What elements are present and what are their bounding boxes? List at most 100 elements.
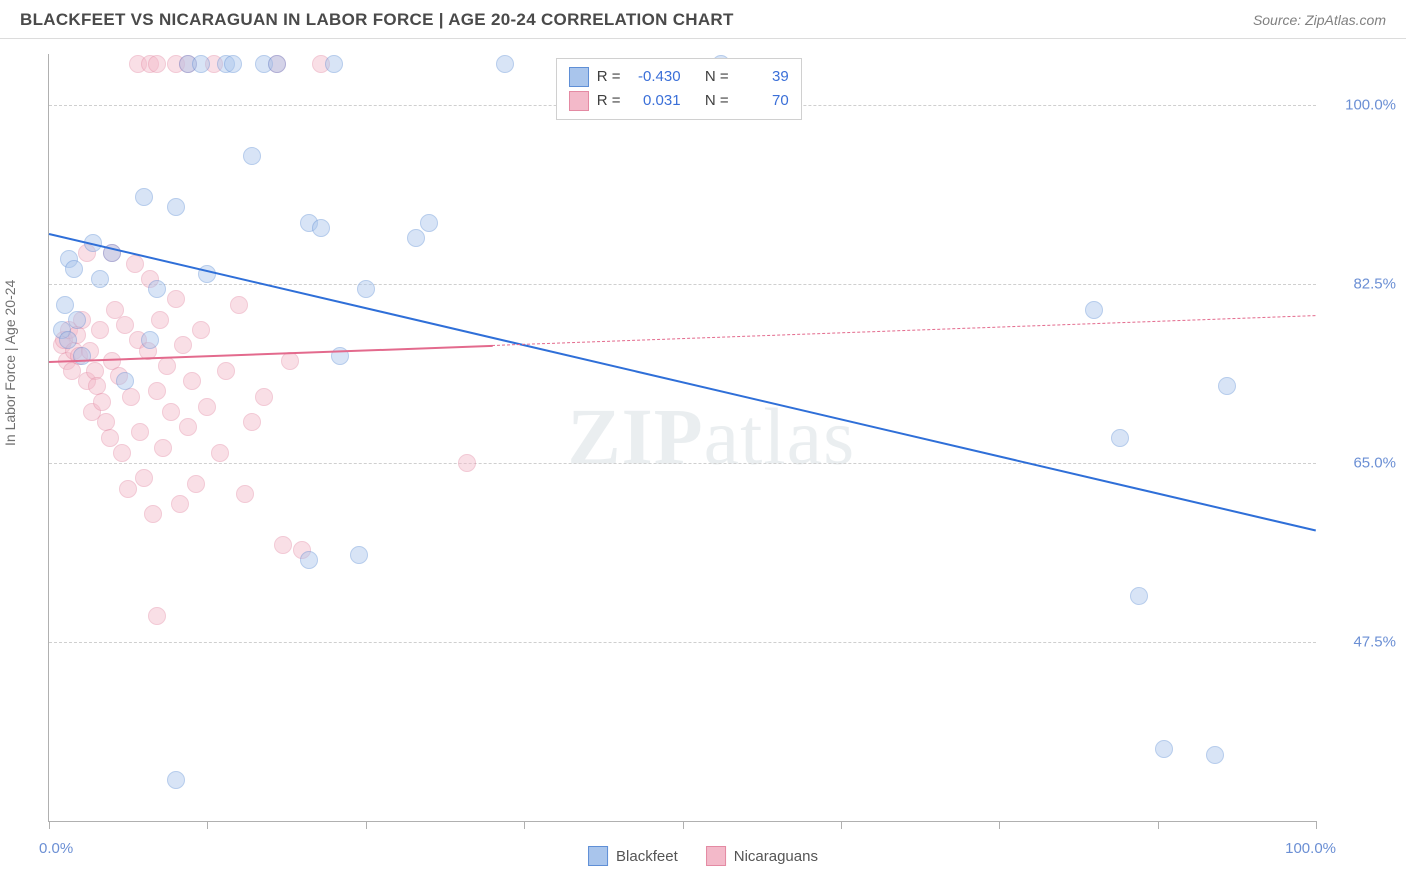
data-point (255, 388, 273, 406)
y-axis-label: In Labor Force | Age 20-24 (2, 280, 18, 446)
data-point (167, 198, 185, 216)
x-tick (49, 821, 50, 829)
data-point (1130, 587, 1148, 605)
data-point (281, 352, 299, 370)
data-point (148, 607, 166, 625)
x-tick (366, 821, 367, 829)
stats-legend: R = -0.430 N = 39 R = 0.031 N = 70 (556, 58, 802, 120)
y-tick-label: 100.0% (1326, 97, 1396, 114)
bottom-legend: Blackfeet Nicaraguans (588, 846, 818, 866)
data-point (141, 331, 159, 349)
data-point (65, 260, 83, 278)
data-point (91, 270, 109, 288)
data-point (126, 255, 144, 273)
data-point (59, 331, 77, 349)
data-point (167, 771, 185, 789)
data-point (268, 55, 286, 73)
data-point (93, 393, 111, 411)
data-point (1206, 746, 1224, 764)
x-tick (524, 821, 525, 829)
legend-swatch (569, 91, 589, 111)
x-tick-label: 0.0% (39, 840, 73, 857)
x-tick (841, 821, 842, 829)
data-point (171, 495, 189, 513)
data-point (162, 403, 180, 421)
data-point (148, 280, 166, 298)
data-point (300, 551, 318, 569)
data-point (224, 55, 242, 73)
x-tick (999, 821, 1000, 829)
data-point (325, 55, 343, 73)
x-tick (1316, 821, 1317, 829)
legend-swatch (706, 846, 726, 866)
legend-item: Nicaraguans (706, 846, 818, 866)
data-point (496, 55, 514, 73)
data-point (243, 413, 261, 431)
legend-label: Blackfeet (616, 848, 678, 865)
chart-title: BLACKFEET VS NICARAGUAN IN LABOR FORCE |… (20, 10, 734, 30)
data-point (179, 418, 197, 436)
data-point (101, 429, 119, 447)
chart-header: BLACKFEET VS NICARAGUAN IN LABOR FORCE |… (0, 0, 1406, 39)
data-point (230, 296, 248, 314)
stat-n-label: N = (705, 65, 729, 89)
data-point (420, 214, 438, 232)
data-point (1155, 740, 1173, 758)
x-tick (207, 821, 208, 829)
data-point (192, 55, 210, 73)
stat-n-label: N = (705, 89, 729, 113)
stat-r-value: -0.430 (629, 65, 681, 89)
legend-item: Blackfeet (588, 846, 678, 866)
gridline (49, 463, 1316, 464)
data-point (119, 480, 137, 498)
data-point (312, 219, 330, 237)
data-point (274, 536, 292, 554)
data-point (116, 316, 134, 334)
x-tick-label: 100.0% (1285, 840, 1336, 857)
data-point (56, 296, 74, 314)
data-point (135, 188, 153, 206)
data-point (217, 362, 235, 380)
stat-r-label: R = (597, 89, 621, 113)
data-point (144, 505, 162, 523)
data-point (174, 336, 192, 354)
data-point (407, 229, 425, 247)
data-point (167, 290, 185, 308)
stat-n-value: 70 (737, 89, 789, 113)
stats-legend-row: R = -0.430 N = 39 (569, 65, 789, 89)
data-point (154, 439, 172, 457)
data-point (148, 55, 166, 73)
data-point (151, 311, 169, 329)
data-point (243, 147, 261, 165)
watermark: ZIPatlas (567, 392, 855, 483)
chart-source: Source: ZipAtlas.com (1253, 12, 1386, 28)
data-point (135, 469, 153, 487)
data-point (198, 398, 216, 416)
gridline (49, 284, 1316, 285)
data-point (211, 444, 229, 462)
y-tick-label: 65.0% (1326, 455, 1396, 472)
x-tick (1158, 821, 1159, 829)
gridline (49, 642, 1316, 643)
data-point (131, 423, 149, 441)
x-tick (683, 821, 684, 829)
legend-swatch (588, 846, 608, 866)
stat-r-label: R = (597, 65, 621, 89)
data-point (1085, 301, 1103, 319)
y-tick-label: 47.5% (1326, 634, 1396, 651)
legend-label: Nicaraguans (734, 848, 818, 865)
stat-n-value: 39 (737, 65, 789, 89)
data-point (1218, 377, 1236, 395)
data-point (357, 280, 375, 298)
stat-r-value: 0.031 (629, 89, 681, 113)
data-point (187, 475, 205, 493)
data-point (192, 321, 210, 339)
legend-swatch (569, 67, 589, 87)
data-point (91, 321, 109, 339)
data-point (458, 454, 476, 472)
stats-legend-row: R = 0.031 N = 70 (569, 89, 789, 113)
data-point (183, 372, 201, 390)
data-point (158, 357, 176, 375)
data-point (1111, 429, 1129, 447)
data-point (350, 546, 368, 564)
